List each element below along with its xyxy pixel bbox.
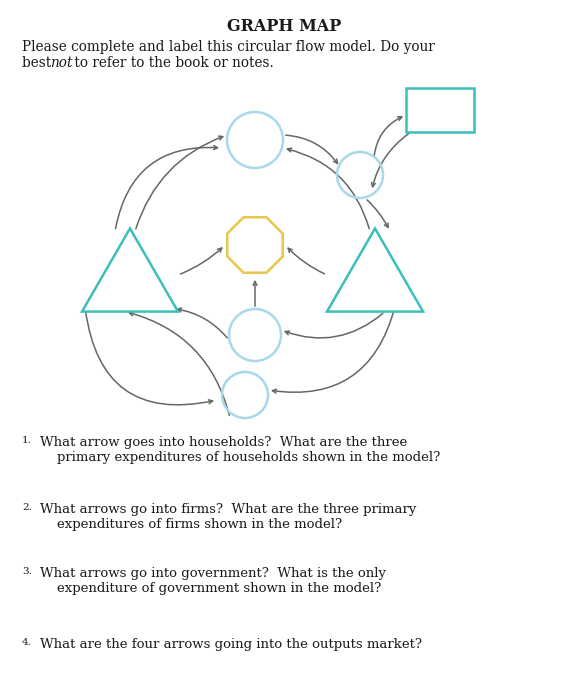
Text: What arrow goes into households?  What are the three
    primary expenditures of: What arrow goes into households? What ar…: [40, 436, 440, 464]
Polygon shape: [82, 228, 178, 312]
Text: What arrows go into government?  What is the only
    expenditure of government : What arrows go into government? What is …: [40, 567, 386, 595]
Text: Please complete and label this circular flow model. Do your: Please complete and label this circular …: [22, 40, 435, 54]
Text: GRAPH MAP: GRAPH MAP: [227, 18, 341, 35]
Text: 1.: 1.: [22, 436, 32, 445]
Text: 2.: 2.: [22, 503, 32, 512]
Text: not: not: [50, 56, 72, 70]
Bar: [406, 88, 474, 132]
Text: best: best: [22, 56, 56, 70]
Text: What are the four arrows going into the outputs market?: What are the four arrows going into the …: [40, 638, 422, 651]
Text: to refer to the book or notes.: to refer to the book or notes.: [70, 56, 274, 70]
Polygon shape: [227, 217, 283, 273]
Text: 4.: 4.: [22, 638, 32, 647]
Text: What arrows go into firms?  What are the three primary
    expenditures of firms: What arrows go into firms? What are the …: [40, 503, 417, 531]
Polygon shape: [327, 228, 423, 312]
Text: 3.: 3.: [22, 567, 32, 576]
